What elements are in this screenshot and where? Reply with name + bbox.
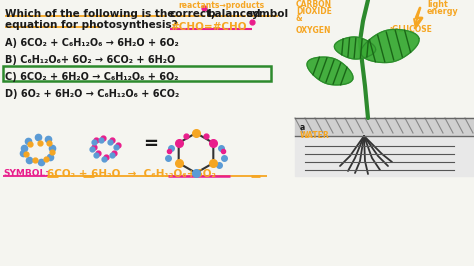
Text: C) 6CO₂ + 6H₂O → C₆H₁₂O₆ + 6O₂: C) 6CO₂ + 6H₂O → C₆H₁₂O₆ + 6O₂	[5, 72, 179, 82]
Text: correct,: correct,	[170, 9, 216, 19]
Text: OXYGEN: OXYGEN	[296, 26, 331, 35]
Text: a: a	[300, 123, 305, 132]
Text: reactants→products: reactants→products	[178, 1, 264, 10]
Text: =: =	[143, 135, 158, 153]
Polygon shape	[334, 37, 375, 59]
Text: &: &	[296, 14, 302, 23]
Text: WATER: WATER	[300, 131, 330, 140]
Text: symbol: symbol	[247, 9, 289, 19]
Text: DIOXIDE: DIOXIDE	[296, 7, 332, 16]
Text: light: light	[427, 0, 448, 9]
Text: D) 6O₂ + 6H₂O → C₆H₁₂O₆ + 6CO₂: D) 6O₂ + 6H₂O → C₆H₁₂O₆ + 6CO₂	[5, 89, 179, 99]
Text: ᵋGLUCOSE: ᵋGLUCOSE	[390, 25, 433, 34]
Text: #CHO=#CHO: #CHO=#CHO	[170, 22, 246, 32]
Text: B) C₆H₁₂O₆+ 6O₂ → 6CO₂ + 6H₂O: B) C₆H₁₂O₆+ 6O₂ → 6CO₂ + 6H₂O	[5, 55, 175, 65]
Text: A) 6CO₂ + C₆H₁₂O₆ → 6H₂O + 6O₂: A) 6CO₂ + C₆H₁₂O₆ → 6H₂O + 6O₂	[5, 38, 179, 48]
Text: energy: energy	[427, 7, 459, 16]
Text: Which of the following is the: Which of the following is the	[5, 9, 174, 19]
Text: balanced: balanced	[207, 9, 261, 19]
Text: SYMBOL:: SYMBOL:	[3, 169, 49, 178]
Text: CARBON: CARBON	[296, 0, 332, 9]
Text: equation for photosynthesis?: equation for photosynthesis?	[5, 20, 178, 30]
Bar	[3, 66, 271, 81]
Text: 6CO₂ + 6H₂O  →  C₆H₁₂O₆+6O₂: 6CO₂ + 6H₂O → C₆H₁₂O₆+6O₂	[47, 169, 216, 179]
Polygon shape	[361, 30, 419, 63]
Polygon shape	[307, 57, 353, 85]
